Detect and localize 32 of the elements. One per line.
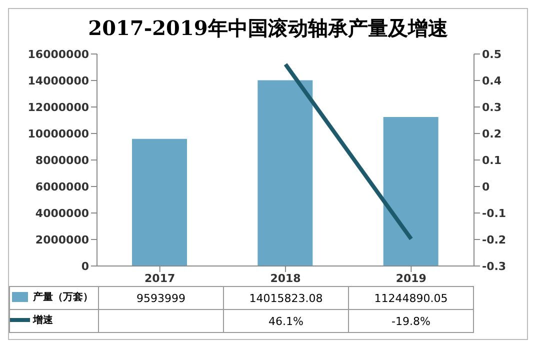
y2-tick-label: 0.4 [482, 74, 502, 88]
data-label: 11244890.05 [348, 286, 474, 310]
y-tick-label: 0 [81, 260, 90, 273]
y2-tick-label: 0.3 [482, 100, 502, 114]
y2-tick-label: 0.5 [482, 48, 502, 61]
bar [383, 117, 438, 266]
data-label: 46.1% [224, 310, 348, 332]
bar [258, 80, 313, 266]
bar [132, 138, 187, 266]
y2-tick-label: -0.3 [482, 260, 506, 273]
x-tick-label: 2018 [270, 272, 301, 285]
y-tick-label: 6000000 [35, 180, 90, 194]
y-tick-label: 16000000 [28, 48, 90, 61]
y2-tick-label: -0.2 [482, 233, 506, 246]
data-label: 9593999 [98, 286, 224, 310]
data-label: 14015823.08 [224, 286, 348, 310]
y-tick-label: 8000000 [35, 154, 90, 167]
y-tick-label: 12000000 [28, 100, 90, 114]
x-tick-label: 2017 [144, 272, 176, 285]
legend-label: 增速 [32, 314, 53, 327]
y2-tick-label: 0.2 [482, 127, 502, 140]
y-tick-label: 4000000 [35, 206, 90, 220]
y2-tick-label: -0.1 [482, 206, 506, 220]
x-tick-label: 2019 [396, 272, 426, 285]
legend-label: 产量（万套） [32, 290, 93, 304]
y2-tick-label: 0 [482, 180, 490, 194]
y-tick-label: 2000000 [35, 233, 90, 246]
y-tick-label: 14000000 [28, 74, 90, 88]
y2-tick-label: 0.1 [482, 154, 502, 167]
chart-title: 2017-2019年中国滚动轴承产量及增速 [87, 15, 449, 42]
data-label: -19.8% [348, 310, 474, 332]
y-tick-label: 10000000 [28, 127, 90, 140]
